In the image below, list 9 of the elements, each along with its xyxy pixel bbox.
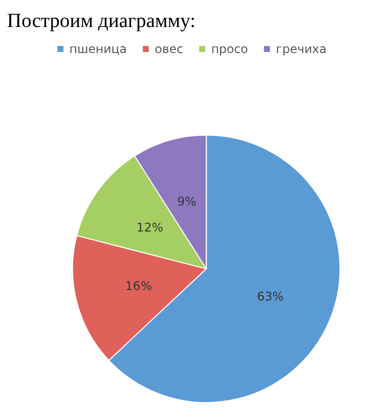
data-label: 12% [136, 220, 164, 235]
legend-label: пшеница [69, 42, 127, 56]
legend-label: овес [154, 42, 184, 56]
chart-title: Построим диаграмму: [7, 10, 196, 32]
legend-label: просо [211, 42, 248, 56]
data-label: 9% [177, 194, 196, 209]
legend-label: гречиха [276, 42, 327, 56]
data-label: 16% [125, 279, 152, 294]
data-label: 63% [257, 290, 284, 304]
